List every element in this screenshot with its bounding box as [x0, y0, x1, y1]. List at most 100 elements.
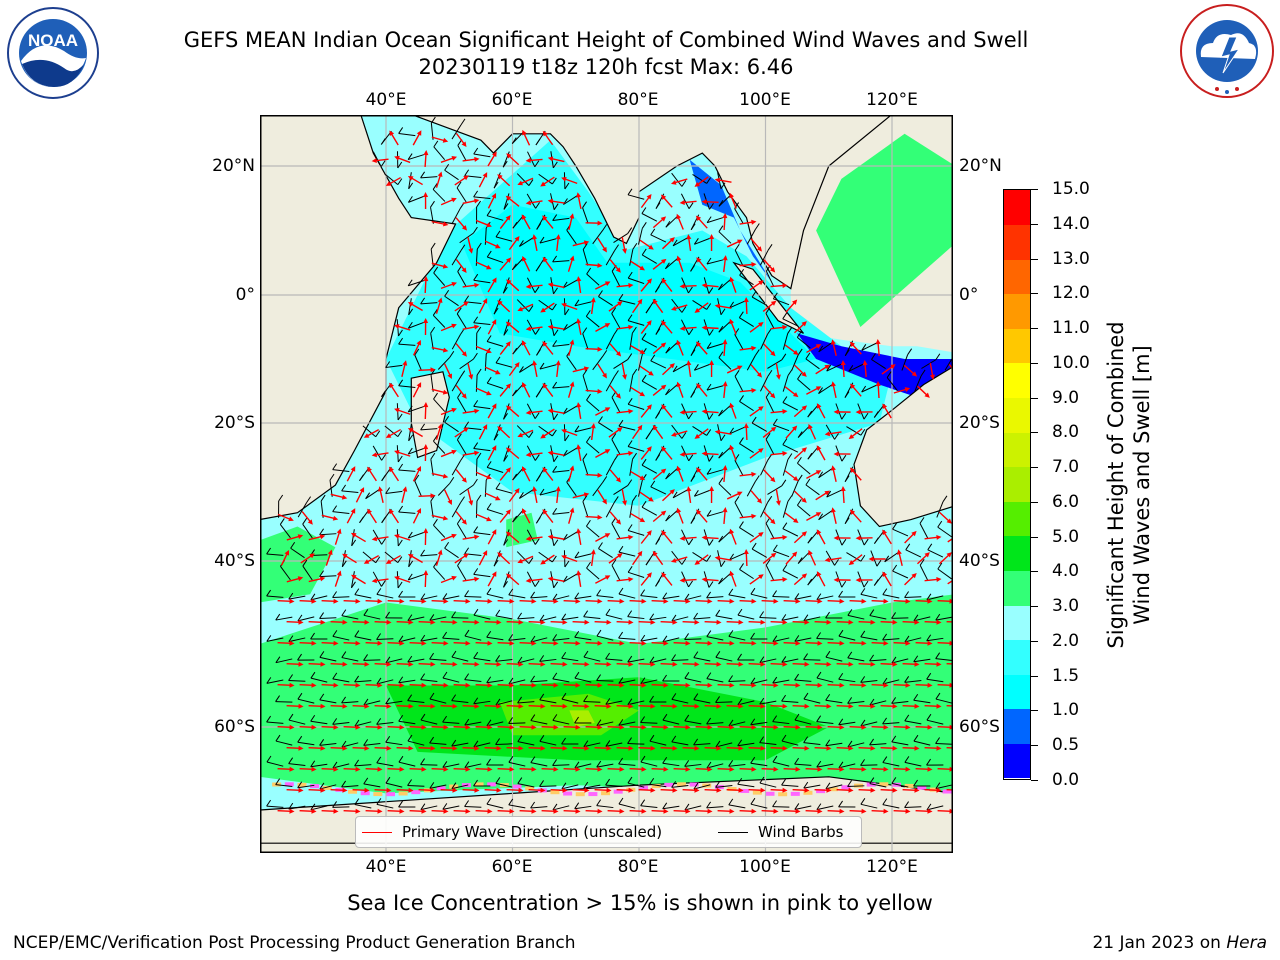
wind-barb-flag: [693, 651, 699, 658]
wind-barb: [665, 467, 679, 480]
wind-barb-flag: [803, 653, 808, 660]
wind-barb: [592, 482, 604, 497]
wave-arrowhead: [531, 724, 537, 730]
wave-arrowhead: [514, 487, 520, 494]
wave-arrowhead: [701, 283, 707, 289]
wave-arrowhead: [685, 598, 691, 604]
wind-barb: [825, 550, 835, 566]
wave-arrow: [677, 216, 684, 230]
wave-arrowhead: [399, 724, 405, 730]
wind-barb: [464, 596, 482, 598]
wave-arrowhead: [517, 432, 523, 438]
colorbar-tick-mark: [1031, 745, 1038, 747]
wave-arrow: [723, 467, 726, 483]
wave-arrow: [726, 704, 741, 708]
wind-barb-flag: [750, 587, 756, 595]
wave-arrow: [431, 346, 446, 352]
wave-arrow: [898, 552, 903, 566]
wind-barb: [297, 698, 315, 704]
wind-barb: [310, 595, 328, 601]
wind-barb-flag: [614, 244, 620, 251]
wind-barb-flag: [803, 736, 809, 743]
wind-barb-flag: [536, 223, 542, 230]
wave-arrow: [748, 788, 763, 792]
wave-arrow: [739, 473, 754, 477]
wind-barb-flag: [486, 587, 492, 595]
wave-arrow: [454, 302, 467, 312]
wind-barb-flag: [407, 779, 412, 786]
legend-swatch-wind: [718, 832, 748, 833]
wave-arrowhead: [685, 640, 691, 646]
wave-arrowhead: [737, 365, 743, 371]
wind-barb: [473, 279, 491, 284]
wind-barb-flag: [655, 580, 660, 587]
wind-barb: [302, 565, 313, 581]
wind-barb-flag: [860, 759, 865, 766]
wind-barb-flag: [618, 293, 624, 301]
wind-barb-flag: [407, 447, 413, 455]
wave-arrowhead: [423, 528, 429, 534]
wind-barb: [750, 679, 768, 685]
wind-barb-flag: [574, 592, 580, 600]
sea-ice-cell: [841, 785, 851, 790]
wave-arrowhead: [402, 486, 408, 492]
wind-barb-flag: [495, 356, 501, 364]
wind-barb: [508, 804, 526, 809]
wind-barb-flag: [772, 418, 778, 426]
wind-barb: [385, 741, 403, 746]
wave-arrowhead: [423, 444, 429, 450]
wave-arrowhead: [451, 323, 457, 329]
wave-arrowhead: [298, 787, 304, 793]
wind-barb: [586, 525, 600, 538]
wind-barb: [539, 490, 557, 496]
wave-arrowhead: [355, 808, 361, 814]
wave-arrowhead: [547, 534, 554, 540]
wind-barb: [847, 657, 865, 662]
wave-arrow: [528, 620, 543, 624]
wind-barb-flag: [803, 692, 809, 700]
wind-barb-flag: [508, 798, 514, 806]
wind-barb: [618, 763, 636, 766]
wave-arrowhead: [661, 320, 667, 326]
wave-arrowhead: [648, 244, 654, 250]
wind-barb-flag: [408, 560, 414, 568]
wind-barb-flag: [797, 474, 803, 482]
wave-arrow: [519, 809, 534, 813]
wave-arrowhead: [890, 364, 896, 370]
wave-arrowhead: [801, 371, 807, 377]
wave-arrow: [572, 746, 587, 750]
wind-barb-flag: [528, 431, 534, 438]
wind-barb: [750, 721, 768, 726]
wave-arrowhead: [924, 392, 930, 398]
wave-arrowhead: [729, 598, 735, 604]
wave-arrow: [682, 578, 697, 582]
wave-arrow: [697, 259, 708, 271]
wave-arrowhead: [540, 433, 546, 439]
graticule: [260, 115, 953, 853]
sea-ice-cell: [487, 782, 497, 787]
wind-barb-flag: [627, 398, 633, 405]
lat-tick-left: 20°N: [212, 156, 255, 176]
wind-barb: [552, 217, 570, 222]
wind-barb: [442, 677, 460, 683]
wind-barb: [861, 342, 878, 351]
wind-barb-flag: [398, 590, 403, 598]
wave-arrowhead: [518, 787, 524, 793]
wind-barb: [275, 616, 293, 621]
wave-arrowhead: [793, 518, 799, 524]
wind-barb-flag: [728, 719, 734, 727]
wind-barb: [629, 375, 634, 392]
wind-barb-flag: [720, 560, 726, 568]
wave-arrowhead: [650, 745, 656, 751]
wind-barb-flag: [365, 492, 371, 499]
wind-barb: [605, 700, 623, 705]
wind-barb: [684, 638, 702, 640]
wave-arrowhead: [584, 619, 590, 625]
wind-barb: [693, 743, 711, 746]
sea-ice-cell: [373, 792, 383, 797]
wave-arrow: [639, 239, 652, 249]
wind-barb: [586, 567, 600, 580]
wind-barb-flag: [672, 239, 678, 247]
wave-arrow: [431, 262, 446, 268]
wind-barb: [750, 593, 768, 599]
